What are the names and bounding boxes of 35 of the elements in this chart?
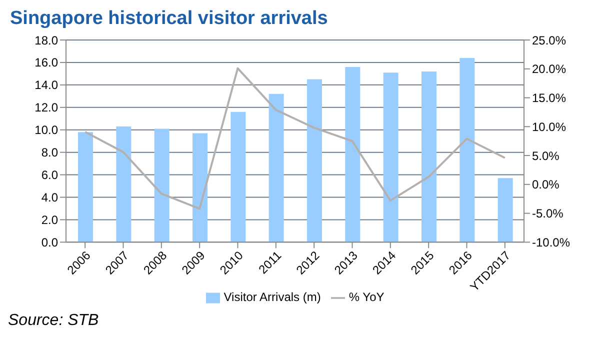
- y-tick-label: 2.0: [41, 212, 58, 227]
- bar: [307, 79, 322, 242]
- y2-tick-label: 25.0%: [532, 33, 566, 48]
- y-tick-label: 12.0: [34, 100, 58, 115]
- y2-tick-label: 0.0%: [532, 178, 560, 192]
- legend-label: % YoY: [348, 290, 384, 304]
- bar: [460, 58, 475, 242]
- bar: [78, 132, 93, 242]
- chart-title: Singapore historical visitor arrivals: [10, 8, 329, 30]
- y2-tick-label: -10.0%: [532, 235, 570, 250]
- bar: [268, 94, 284, 242]
- bar: [498, 178, 513, 242]
- source-note: Source: STB: [8, 312, 100, 330]
- y2-tick-label: 15.0%: [532, 91, 566, 106]
- y-tick-label: 4.0: [41, 190, 58, 205]
- y-tick-label: 6.0: [41, 168, 58, 182]
- y2-tick-label: 5.0%: [532, 148, 560, 163]
- y-tick-label: 10.0: [34, 123, 58, 138]
- y-tick-label: 16.0: [34, 56, 58, 70]
- legend-label: Visitor Arrivals (m): [224, 290, 321, 304]
- bar: [383, 72, 398, 242]
- y2-tick-label: 10.0%: [532, 120, 566, 134]
- bar: [154, 128, 170, 242]
- y2-tick-label: 20.0%: [532, 62, 566, 76]
- bar: [116, 126, 132, 242]
- bar: [422, 71, 436, 242]
- bar: [345, 66, 360, 242]
- y-tick-label: 18.0: [34, 33, 58, 48]
- y-tick-label: 8.0: [41, 146, 58, 160]
- line-series: [84, 67, 506, 210]
- y-tick-label: 0.0: [41, 235, 58, 250]
- y-tick-label: 14.0: [34, 78, 58, 92]
- y2-tick-label: -5.0%: [532, 206, 564, 221]
- bar: [192, 133, 208, 242]
- bar: [230, 112, 246, 242]
